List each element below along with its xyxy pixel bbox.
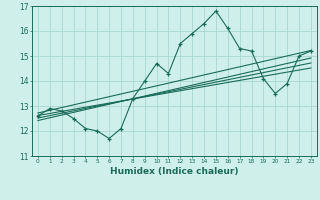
- X-axis label: Humidex (Indice chaleur): Humidex (Indice chaleur): [110, 167, 239, 176]
